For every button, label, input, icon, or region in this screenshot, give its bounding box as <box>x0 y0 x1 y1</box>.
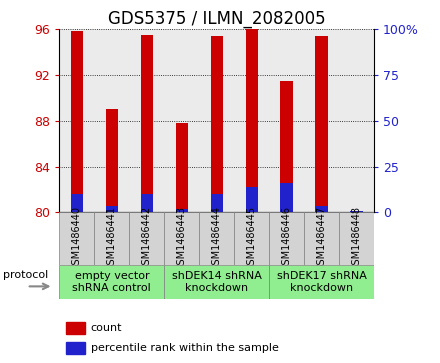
Bar <box>246 29 258 212</box>
Text: GSM1486440: GSM1486440 <box>72 206 82 271</box>
Bar <box>234 212 269 265</box>
Bar <box>66 342 84 354</box>
Bar <box>71 194 83 212</box>
Bar <box>176 123 188 212</box>
Bar <box>59 212 94 265</box>
Bar <box>339 212 374 265</box>
Text: count: count <box>91 323 122 333</box>
Bar <box>304 212 339 265</box>
Text: GSM1486447: GSM1486447 <box>316 206 326 271</box>
Bar <box>315 206 328 212</box>
Bar <box>199 212 234 265</box>
Text: GSM1486445: GSM1486445 <box>247 206 257 271</box>
Bar <box>176 209 188 212</box>
Bar <box>129 212 164 265</box>
Text: GSM1486443: GSM1486443 <box>177 206 187 271</box>
Bar <box>66 322 84 334</box>
Bar <box>246 187 258 212</box>
Bar <box>141 35 153 212</box>
Bar <box>59 265 164 299</box>
Bar <box>269 212 304 265</box>
Text: GSM1486446: GSM1486446 <box>282 206 292 271</box>
Bar <box>94 212 129 265</box>
Bar <box>350 211 363 212</box>
Bar <box>211 194 223 212</box>
Text: GSM1486444: GSM1486444 <box>212 206 222 271</box>
Title: GDS5375 / ILMN_2082005: GDS5375 / ILMN_2082005 <box>108 10 326 28</box>
Bar <box>106 206 118 212</box>
Bar <box>164 212 199 265</box>
Bar <box>350 211 363 212</box>
Text: GSM1486448: GSM1486448 <box>352 206 362 271</box>
Text: protocol: protocol <box>3 270 48 280</box>
Text: empty vector
shRNA control: empty vector shRNA control <box>73 272 151 293</box>
Bar <box>106 109 118 212</box>
Bar <box>280 81 293 212</box>
Bar <box>269 265 374 299</box>
Text: shDEK17 shRNA
knockdown: shDEK17 shRNA knockdown <box>277 272 367 293</box>
Bar <box>71 31 83 212</box>
Bar <box>211 36 223 212</box>
Bar <box>164 265 269 299</box>
Text: percentile rank within the sample: percentile rank within the sample <box>91 343 279 353</box>
Bar <box>315 36 328 212</box>
Text: GSM1486441: GSM1486441 <box>107 206 117 271</box>
Text: shDEK14 shRNA
knockdown: shDEK14 shRNA knockdown <box>172 272 262 293</box>
Bar <box>280 183 293 212</box>
Text: GSM1486442: GSM1486442 <box>142 206 152 271</box>
Bar <box>141 194 153 212</box>
